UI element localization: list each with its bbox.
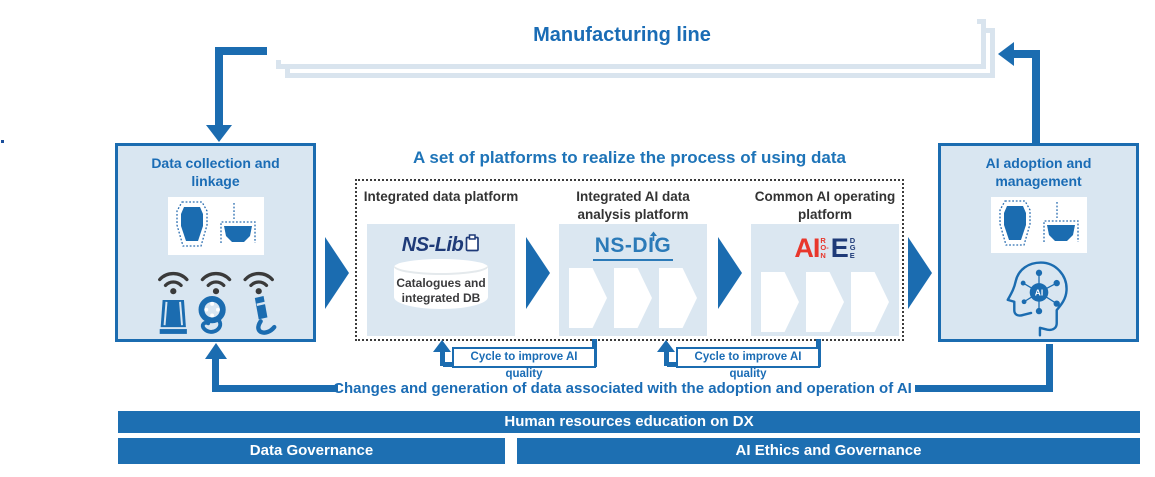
probe-sensor-icon (254, 296, 276, 336)
chevron-icon (569, 268, 607, 328)
bar-ai-ethics: AI Ethics and Governance (517, 438, 1140, 464)
furnace-icon (998, 200, 1079, 246)
feedback-label: Changes and generation of data associate… (333, 380, 912, 397)
bar-data-governance: Data Governance (118, 438, 505, 464)
data-collection-box: Data collection and linkage (115, 143, 316, 342)
platforms-section-title: A set of platforms to realize the proces… (413, 148, 846, 167)
aironedge-logo: AI R O- N E D G E (794, 231, 855, 265)
aironedge-ron: R O- N (820, 235, 829, 260)
feedback-left-vseg (212, 358, 219, 392)
platform-header-integrated-data: Integrated data platform (363, 189, 519, 204)
arrow-adoption-to-mfg-vseg (1032, 50, 1040, 143)
nsdig-logo: NS-DIG (592, 231, 674, 261)
chevron-icon (614, 268, 652, 328)
sensors-wifi-icon (157, 272, 276, 336)
shovel-icon (649, 231, 657, 241)
converter-sensor-icon (159, 300, 187, 335)
arrow-up-icon (657, 340, 675, 352)
feedback-right-hseg (915, 385, 1053, 392)
flow-arrow-icon (908, 237, 932, 309)
furnace-panel (167, 197, 264, 256)
platform-box-nsdig: NS-DIG (559, 224, 707, 336)
chevron-icon (761, 272, 799, 332)
cycle2-up-seg (664, 351, 669, 366)
aironedge-ai: AI (794, 232, 820, 263)
database-icon: Catalogues and integrated DB (394, 259, 488, 315)
platform-box-nslib: NS-Lib Catalogues and integrated DB (367, 224, 515, 336)
arrow-adoption-to-mfg-hseg (1014, 50, 1040, 58)
manufacturing-line-title: Manufacturing line (533, 23, 711, 46)
feedback-left-hseg (212, 385, 338, 392)
nslib-logo-text: NS-Lib (401, 234, 464, 256)
arrow-mfg-to-collection-hseg (215, 47, 267, 55)
stray-dot (1, 140, 4, 143)
arrow-left-icon (998, 42, 1014, 66)
chevron-icon (659, 268, 697, 328)
process-chevrons (569, 268, 697, 328)
manufacturing-line-box: Manufacturing line (267, 10, 977, 60)
arrow-down-icon (206, 125, 232, 142)
chevron-icon (806, 272, 844, 332)
arrow-up-icon (205, 343, 227, 359)
wheel-sensor-icon (198, 296, 226, 335)
arrow-mfg-to-collection-vseg (215, 47, 223, 126)
database-caption: Catalogues and integrated DB (396, 276, 486, 305)
aironedge-dge: D G E (849, 235, 856, 260)
furnace-icon (175, 201, 256, 247)
arrow-up-icon (433, 340, 451, 352)
cycle-label-2: Cycle to improve AI quality (676, 347, 820, 380)
platforms-container: Integrated data platform Integrated AI d… (355, 179, 904, 341)
head-ai-icon: AI (1006, 261, 1068, 337)
bar-hr-education: Human resources education on DX (118, 411, 1140, 433)
ai-adoption-box: AI adoption and management AI (938, 143, 1139, 342)
cycle1-up-seg (440, 351, 445, 366)
nslib-logo: NS-Lib (402, 234, 480, 257)
clipboard-icon (465, 234, 480, 252)
platform-header-ai-analysis: Integrated AI data analysis platform (576, 189, 690, 222)
chevron-icon (851, 272, 889, 332)
furnace-panel (990, 197, 1087, 253)
process-chevrons (761, 272, 889, 332)
platform-box-aironedge: AI R O- N E D G E (751, 224, 899, 336)
aironedge-e: E (830, 232, 849, 263)
data-collection-title: Data collection and linkage (151, 155, 280, 189)
cycle-label-1: Cycle to improve AI quality (452, 347, 596, 380)
ai-adoption-title: AI adoption and management (985, 155, 1092, 189)
feedback-right-vseg (1046, 344, 1053, 392)
ai-circle-label: AI (1034, 288, 1042, 298)
flow-arrow-icon (325, 237, 349, 309)
platform-header-common-ai: Common AI operating platform (754, 189, 896, 222)
nsdig-logo-text: NS-DIG (594, 234, 672, 257)
